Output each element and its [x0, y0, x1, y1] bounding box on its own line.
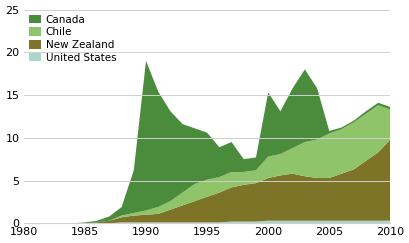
Legend: Canada, Chile, New Zealand, United States: Canada, Chile, New Zealand, United State… — [27, 13, 118, 65]
